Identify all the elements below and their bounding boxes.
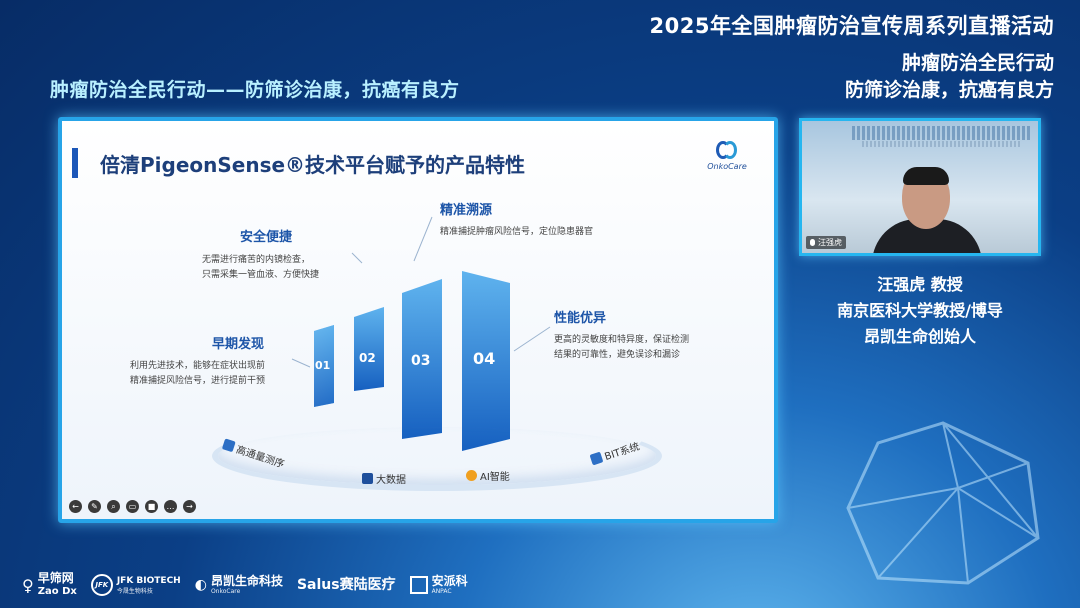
system-icon [589, 451, 604, 466]
zaodx-logo-icon: ♀ [22, 575, 34, 595]
feature-title-precise: 精准溯源 [440, 203, 493, 218]
onkocare-logo-icon [716, 141, 738, 161]
tech-ai: AI智能 [466, 468, 510, 483]
next-slide-icon[interactable]: → [183, 500, 196, 513]
zoom-icon[interactable]: ⌕ [107, 500, 120, 513]
previous-slide-icon[interactable]: ← [69, 500, 82, 513]
speaker-webcam: 汪强虎 [799, 118, 1041, 256]
anpac-logo-icon [409, 576, 428, 594]
sponsor-zaodx: ♀ 早筛网 Zao Dx [22, 571, 77, 598]
shared-slide: 倍清PigeonSense®技术平台赋予的产品特性 OnkoCare 安全便捷 … [58, 117, 778, 523]
slogan-right: 肿瘤防治全民行动 防筛诊治康，抗癌有良方 [845, 50, 1054, 104]
speaker-affiliation: 南京医科大学教授/博导 [837, 301, 1003, 320]
onkocare-logo-text: OnkoCare [707, 162, 747, 171]
feature-bars-graphic [291, 216, 551, 451]
sponsor-onkocare: ◐ 昂凯生命科技 OnkoCare [194, 573, 283, 595]
tech-big-data: 大数据 [362, 471, 406, 486]
sponsor-jfk: JFK JFK BIOTECH 今晟生物科技 [90, 574, 181, 596]
captions-icon[interactable]: ▭ [126, 500, 139, 513]
speaker-name: 汪强虎 教授 [877, 275, 963, 294]
leader-line-performance [513, 326, 551, 352]
feature-desc-precise: 精准捕捉肿瘤风险信号，定位隐患器官 [440, 227, 594, 237]
leader-line-safe [351, 252, 363, 264]
onkocare-sponsor-icon: ◐ [194, 577, 207, 593]
pen-icon[interactable]: ✎ [88, 500, 101, 513]
feature-bar-03 [402, 279, 442, 439]
slide-title: 倍清PigeonSense®技术平台赋予的产品特性 [100, 153, 526, 177]
leader-line-precise [413, 216, 433, 262]
speaker-role: 昂凯生命创始人 [863, 327, 976, 346]
feature-title-safe: 安全便捷 [240, 230, 293, 245]
onkocare-logo: OnkoCare [702, 141, 752, 171]
slide-title-bar [72, 148, 78, 178]
bar-label-03: 03 [411, 353, 431, 369]
technology-platform-ring [212, 421, 662, 491]
feature-bar-04 [462, 271, 510, 451]
jfk-logo-icon: JFK [90, 574, 113, 596]
webcam-background-banner [852, 126, 1032, 140]
slogan-left: 肿瘤防治全民行动——防筛诊治康，抗癌有良方 [50, 79, 460, 101]
webcam-name-chip: 汪强虎 [806, 236, 846, 249]
decorative-crystal-graphic [846, 421, 1040, 585]
slogan-right-line1: 肿瘤防治全民行动 [901, 52, 1054, 74]
slogan-right-line2: 防筛诊治康，抗癌有良方 [844, 79, 1054, 101]
broadcast-title: 2025年全国肿瘤防治宣传周系列直播活动 [649, 14, 1054, 38]
speaker-hair [903, 167, 949, 185]
feature-desc-performance: 更高的灵敏度和特异度，保证检测 结果的可靠性，避免误诊和漏诊 [554, 335, 690, 360]
feature-title-performance: 性能优异 [554, 311, 607, 326]
feature-bar-01 [314, 325, 334, 407]
webcam-background-subtitle [862, 141, 1022, 147]
more-options-icon[interactable]: … [164, 500, 177, 513]
bar-label-01: 01 [315, 359, 331, 372]
data-icon [362, 473, 373, 484]
feature-bar-02 [354, 307, 384, 391]
leader-line-early [291, 358, 311, 368]
camera-icon[interactable]: ■ [145, 500, 158, 513]
feature-desc-early: 利用先进技术，能够在症状出现前 精准捕捉风险信号，进行提前干预 [130, 361, 266, 386]
ai-icon [466, 470, 477, 481]
presentation-toolbar: ← ✎ ⌕ ▭ ■ … → [69, 500, 196, 513]
bar-label-04: 04 [473, 349, 496, 368]
sponsor-salus: Salus赛陆医疗 [296, 576, 396, 593]
feature-desc-safe: 无需进行痛苦的内镜检查， 只需采集一管血液、方便快捷 [202, 255, 320, 280]
dna-icon [221, 438, 236, 453]
bar-label-02: 02 [359, 351, 376, 365]
sponsor-anpac: 安派科 ANPAC [409, 574, 468, 596]
sponsor-logos: ♀ 早筛网 Zao Dx JFK JFK BIOTECH 今晟生物科技 ◐ 昂凯… [22, 568, 582, 602]
feature-title-early: 早期发现 [212, 337, 265, 352]
speaker-info: 汪强虎 教授 南京医科大学教授/博导 昂凯生命创始人 [800, 272, 1040, 350]
microphone-icon [810, 239, 815, 246]
